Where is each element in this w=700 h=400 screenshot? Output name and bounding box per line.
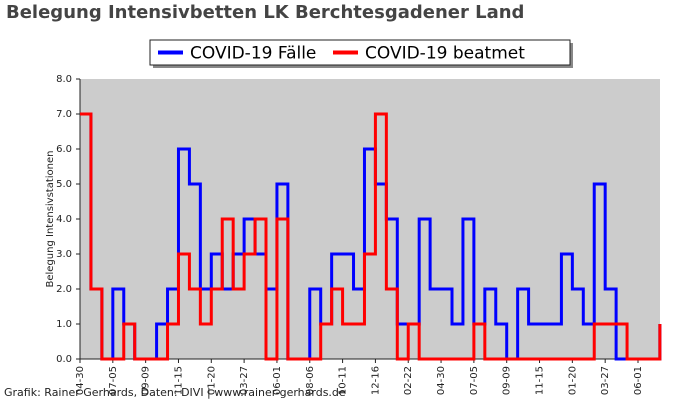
- y-axis-label: Belegung Intensivstationen: [45, 150, 56, 287]
- chart-title: Belegung Intensivbetten LK Berchtesgaden…: [6, 2, 524, 23]
- x-tick-label: 01-20: [567, 366, 578, 395]
- x-tick-label: 02-22: [403, 366, 414, 395]
- x-tick-label: 06-01: [272, 366, 283, 395]
- x-tick-label: 04-30: [436, 366, 447, 395]
- series-line: [80, 112, 662, 361]
- x-tick-label: 12-16: [370, 366, 381, 395]
- footer: Grafik: Rainer Gerhards, Daten: DIVI | w…: [4, 386, 346, 399]
- y-tick-label: 2.0: [56, 284, 72, 295]
- x-tick-label: 11-15: [535, 366, 546, 395]
- legend-box: [149, 39, 571, 66]
- y-tick-label: 8.0: [56, 74, 72, 85]
- legend-label: COVID-19 beatmet: [365, 44, 525, 64]
- x-tick-label: 08-06: [305, 366, 316, 395]
- x-tick-label: 07-05: [108, 366, 119, 395]
- y-tick-label: 6.0: [56, 144, 72, 155]
- y-tick-label: 0.0: [56, 354, 72, 365]
- x-tick-label: 03-27: [600, 366, 611, 395]
- y-tick-label: 7.0: [56, 109, 72, 120]
- x-tick-label: 09-09: [502, 366, 513, 395]
- y-tick-label: 5.0: [56, 179, 72, 190]
- x-tick-label: 01-20: [206, 366, 217, 395]
- plot-background: [80, 79, 660, 359]
- y-tick-label: 3.0: [56, 249, 72, 260]
- y-tick-label: 1.0: [56, 319, 72, 330]
- legend-label: COVID-19 Fälle: [190, 44, 316, 64]
- x-tick-label: 07-05: [469, 366, 480, 395]
- x-tick-label: 11-15: [173, 366, 184, 395]
- x-tick-label: 06-01: [633, 366, 644, 395]
- x-tick-label: 04-30: [75, 366, 86, 395]
- y-tick-label: 4.0: [56, 214, 72, 225]
- x-tick-label: 03-27: [239, 366, 250, 395]
- x-tick-label: 10-11: [338, 366, 349, 395]
- x-tick-label: 09-09: [141, 366, 152, 395]
